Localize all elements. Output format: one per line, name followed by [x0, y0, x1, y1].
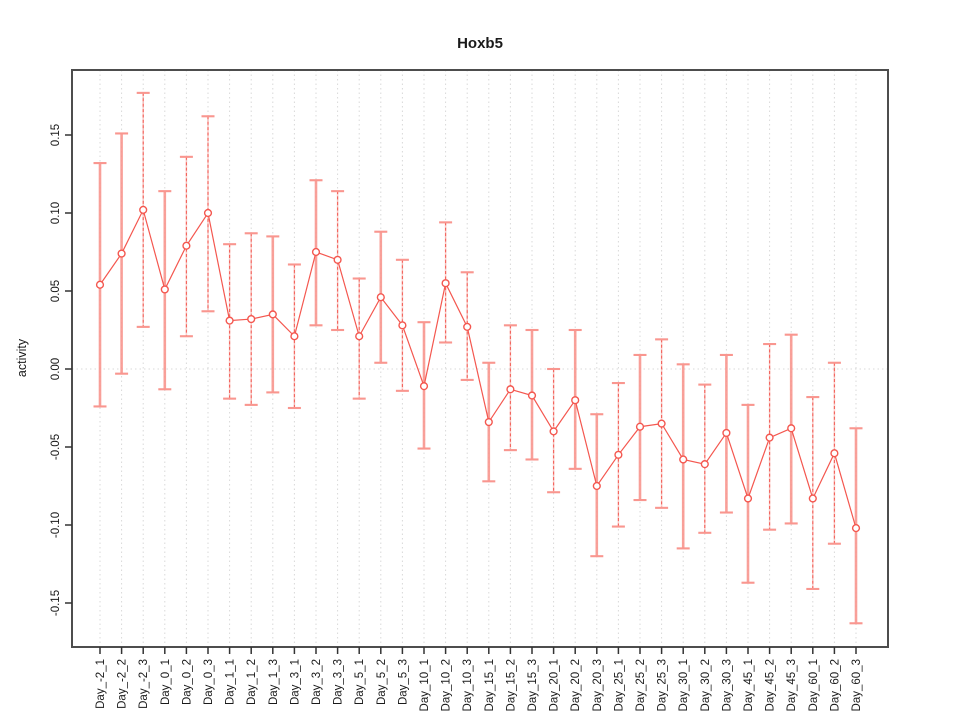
data-point: [787, 424, 796, 433]
data-point: [700, 460, 709, 469]
data-point: [506, 385, 515, 394]
x-tick-label: Day_60_2: [829, 659, 841, 711]
x-tick-label: Day_15_2: [505, 659, 517, 711]
x-tick-label: Day_60_1: [808, 659, 820, 711]
data-point: [808, 494, 817, 503]
series-line: [99, 208, 857, 529]
x-tick-label: Day_0_3: [203, 659, 215, 705]
data-point: [355, 332, 364, 341]
x-tick-label: Day_30_2: [700, 659, 712, 711]
x-tick-label: Day_10_3: [462, 659, 474, 711]
data-point: [679, 455, 688, 464]
x-tick-label: Day_15_1: [484, 659, 496, 711]
data-point: [614, 450, 623, 459]
data-point: [743, 494, 753, 503]
y-tick-label: -0.05: [50, 434, 62, 460]
x-tick-label: Day_25_1: [613, 659, 625, 711]
data-point: [333, 255, 342, 264]
data-point: [268, 310, 277, 319]
axis-layer: 0.15 0.10 0.05 0.00 -0.05 -0.10 -0.15 Day_-2_1 D…: [50, 69, 889, 711]
data-point: [441, 279, 450, 288]
x-tick-label: Day_5_3: [397, 659, 409, 705]
x-tick-label: Day_15_3: [527, 659, 539, 711]
plot-box: [71, 69, 889, 648]
data-point: [527, 391, 537, 400]
y-tick-label: -0.10: [50, 512, 62, 538]
x-tick-label: Day_1_1: [225, 659, 237, 705]
x-tick-label: Day_3_3: [333, 659, 345, 705]
data-point: [657, 419, 666, 428]
data-point: [290, 332, 299, 341]
data-point: [851, 524, 861, 533]
x-tick-label: Day_-2_3: [138, 659, 150, 709]
x-tick-label: Day_-2_1: [95, 659, 107, 709]
y-tick-label: 0.05: [50, 280, 62, 302]
error-bars-layer: [93, 91, 863, 625]
x-tick-label: Day_30_1: [678, 659, 690, 711]
x-tick-label: Day_25_2: [635, 659, 647, 711]
x-tick-label: Day_20_2: [570, 659, 582, 711]
data-point: [571, 396, 580, 405]
y-tick-label: 0.10: [50, 202, 62, 224]
x-tick-label: Day_3_2: [311, 659, 323, 705]
series-layer: [95, 205, 861, 533]
y-tick-label: -0.15: [50, 590, 62, 616]
x-tick-label: Day_1_2: [246, 659, 258, 705]
x-tick-label: Day_30_3: [721, 659, 733, 711]
error-bar: [806, 396, 820, 591]
chart-title: Hoxb5: [457, 35, 503, 52]
x-tick-label: Day_60_3: [851, 659, 863, 711]
data-point: [311, 247, 321, 257]
x-tick-label: Day_-2_2: [117, 659, 129, 709]
x-tick-label: Day_3_1: [289, 659, 301, 705]
data-point: [463, 322, 472, 331]
x-tick-label: Day_5_2: [376, 659, 388, 705]
x-tick-label: Day_20_1: [549, 659, 561, 711]
data-point: [203, 208, 213, 218]
x-tick-label: Day_25_3: [657, 659, 669, 711]
data-point: [376, 293, 385, 302]
data-point: [139, 205, 148, 214]
x-tick-label: Day_45_3: [786, 659, 798, 711]
data-point: [722, 428, 731, 438]
data-point: [398, 321, 407, 330]
data-point: [247, 314, 256, 324]
data-point: [635, 422, 645, 431]
data-point: [592, 481, 601, 491]
data-point: [225, 316, 234, 325]
data-point: [160, 285, 169, 294]
y-tick-label: 0.00: [50, 358, 62, 380]
x-tick-label: Day_10_1: [419, 659, 431, 711]
x-tick-label: Day_45_2: [765, 659, 777, 711]
y-axis-label: activity: [15, 338, 29, 377]
x-tick-label: Day_10_2: [441, 659, 453, 711]
x-tick-label: Day_0_2: [181, 659, 193, 705]
data-point: [484, 417, 493, 427]
y-tick-label: 0.15: [50, 124, 62, 146]
x-tick-label: Day_5_1: [354, 659, 366, 705]
data-point: [95, 280, 105, 289]
data-point: [419, 382, 429, 391]
error-bar: [741, 403, 755, 584]
error-bar: [698, 383, 712, 534]
x-tick-label: Day_45_1: [743, 659, 755, 711]
grid-layer: [72, 70, 888, 647]
x-tick-label: Day_20_3: [592, 659, 604, 711]
x-tick-label: Day_1_3: [268, 659, 280, 705]
data-point: [117, 249, 126, 258]
data-point: [549, 427, 558, 436]
data-point: [182, 241, 191, 250]
data-point: [765, 433, 774, 442]
x-tick-label: Day_0_1: [160, 659, 172, 705]
data-point: [830, 449, 839, 458]
